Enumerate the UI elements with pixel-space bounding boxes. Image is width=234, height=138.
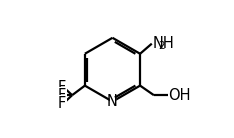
Text: OH: OH xyxy=(168,88,191,103)
Text: F: F xyxy=(58,88,66,103)
Text: 2: 2 xyxy=(158,41,165,51)
Text: F: F xyxy=(58,80,66,95)
Text: F: F xyxy=(58,96,66,111)
Text: N: N xyxy=(107,94,118,109)
Bar xyxy=(110,98,115,105)
Text: NH: NH xyxy=(152,36,174,51)
